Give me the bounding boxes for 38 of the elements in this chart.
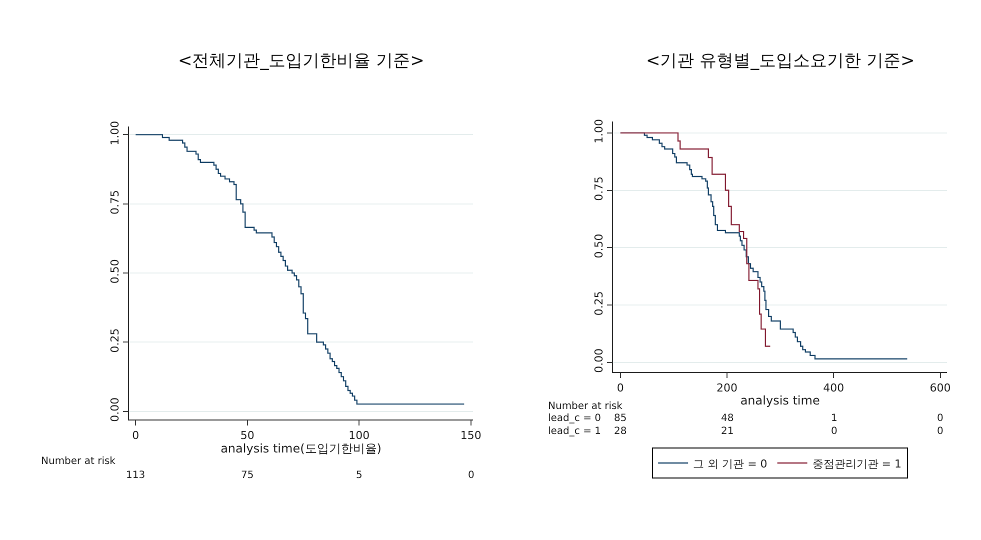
chart-title: <전체기관_도입기한비율 기준>	[178, 51, 424, 71]
y-tick-label: 1.00	[108, 120, 122, 146]
text: 1	[831, 413, 838, 424]
text: 21	[721, 426, 734, 437]
legend-label: 그 외 기관 = 0	[693, 457, 768, 470]
y-tick-label: 0.50	[592, 234, 606, 258]
text: 75	[241, 470, 254, 481]
x-tick-label: 0	[132, 428, 140, 442]
y-tick-label: 0.75	[592, 176, 606, 201]
y-tick-label: 0.00	[592, 348, 606, 373]
y-tick-label: 0.25	[592, 291, 606, 316]
x-tick-label: 0	[616, 381, 624, 394]
y-tick-label: 0.50	[108, 259, 122, 284]
y-tick-label: 0.25	[108, 328, 122, 353]
text: 85	[614, 413, 627, 424]
x-tick-label: 400	[823, 381, 844, 394]
text: 0	[937, 413, 944, 424]
text: lead_c = 0	[548, 413, 602, 424]
chart-title: <기관 유형별_도입소요기한 기준>	[646, 51, 915, 71]
x-tick-label: 600	[930, 381, 951, 394]
y-tick-label: 0.75	[108, 190, 122, 214]
x-tick-label: 200	[716, 381, 738, 394]
x-tick-label: 50	[240, 428, 254, 442]
text: 28	[614, 426, 627, 437]
text: lead_c = 1	[548, 426, 602, 437]
text: Number at risk	[548, 401, 623, 412]
text: 113	[126, 470, 146, 481]
text: 0	[468, 470, 474, 481]
x-tick-label: 150	[460, 428, 482, 442]
text: 5	[356, 470, 362, 481]
y-tick-label: 1.00	[592, 119, 606, 144]
legend-label: 중점관리기관 = 1	[812, 457, 902, 470]
text: Number at risk	[41, 456, 116, 467]
y-tick-label: 0.00	[108, 397, 122, 422]
x-axis-title: analysis time	[740, 393, 820, 408]
text: 48	[721, 413, 734, 424]
x-tick-label: 100	[348, 428, 370, 442]
x-axis-title: analysis time(도입기한비율)	[220, 442, 382, 456]
